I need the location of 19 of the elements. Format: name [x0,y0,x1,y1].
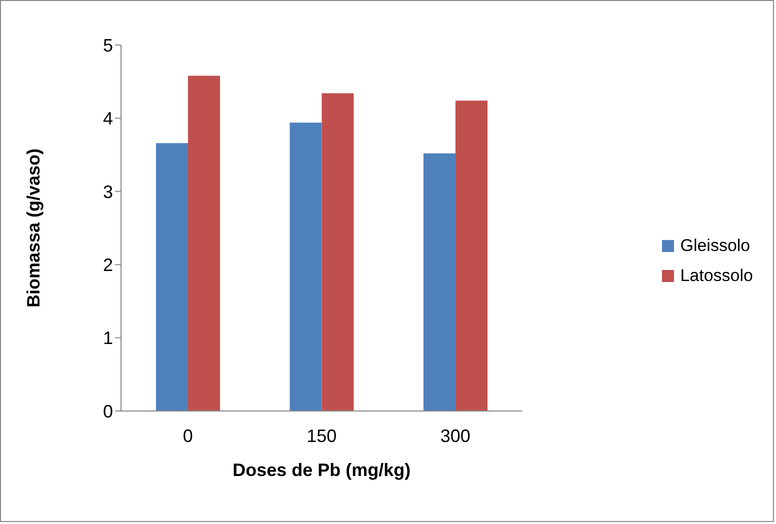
x-tick-label: 150 [306,426,337,446]
bar [290,122,322,411]
y-tick-label: 1 [102,328,113,348]
y-tick-label: 2 [102,254,113,275]
y-tick-label: 5 [102,35,113,56]
legend-label: Latossolo [680,266,753,286]
bar [188,76,220,411]
y-tick-label: 0 [102,401,113,422]
bar [423,153,456,411]
x-tick-label: 0 [182,426,193,446]
bar [455,100,488,411]
x-axis-title: Doses de Pb (mg/kg) [232,460,411,480]
y-tick-label: 3 [102,182,113,202]
bar [322,93,354,411]
bar [156,143,188,411]
legend-label: Gleissolo [680,236,750,256]
y-axis-title: Biomassa (g/vaso) [23,148,44,308]
y-tick-label: 4 [102,108,113,129]
x-tick-label: 300 [440,426,470,446]
